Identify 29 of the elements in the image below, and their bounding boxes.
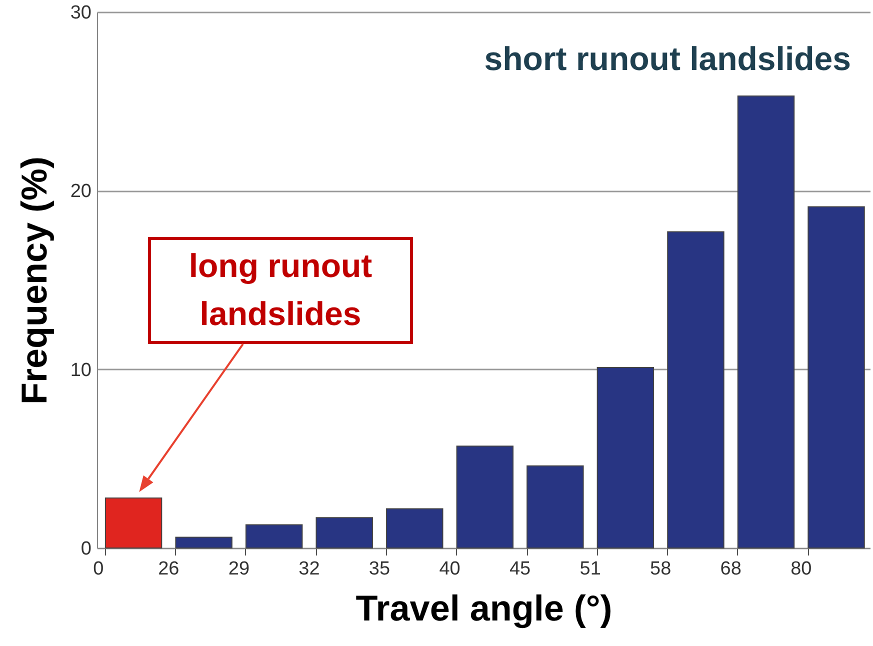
bar [808,206,865,548]
x-tick-label: 40 [439,558,460,580]
y-tick-label: 10 [70,360,92,381]
y-tick-label: 20 [70,181,92,202]
bar [245,524,303,548]
x-axis-title: Travel angle (°) [356,588,612,628]
bar [596,367,654,548]
x-tick-label: 35 [368,558,390,580]
annotation: long runout landslides [148,237,413,344]
x-tick-label: 26 [158,558,180,580]
bar [104,497,162,548]
bar [175,536,232,548]
x-tick-label: 45 [509,558,531,580]
bar [456,446,514,548]
annotation: short runout landslides [484,40,851,78]
x-tick-label: 32 [298,558,320,580]
x-tick-label: 51 [580,558,601,580]
bar [737,95,795,548]
bar [667,231,724,548]
x-tick-label: 29 [228,558,250,580]
bar [316,517,373,548]
bar [386,508,444,548]
y-axis-title: Frequency (%) [13,156,54,405]
x-tick-label: 68 [720,558,742,580]
y-tick-label: 30 [70,2,92,24]
x-tick-label: 58 [650,558,672,580]
bar [526,465,584,548]
y-tick-label: 0 [80,538,92,560]
x-tick-label: 80 [790,558,812,580]
